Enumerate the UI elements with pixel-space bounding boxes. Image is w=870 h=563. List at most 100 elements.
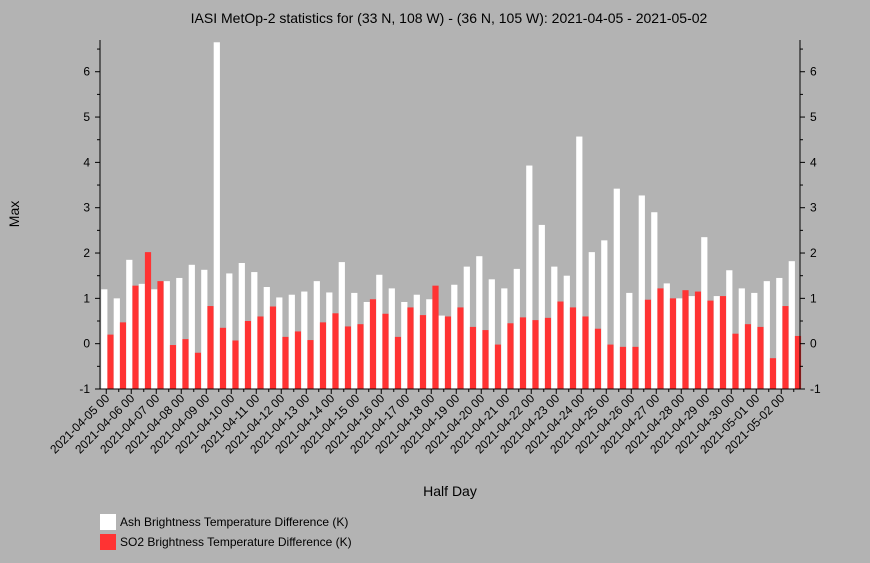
ash-bar [763,281,770,389]
y-tick-label-left: 6 [83,65,90,79]
so2-bar [507,323,514,389]
ash-bar [188,264,195,389]
so2-bar [657,288,664,389]
ash-bar [651,212,658,389]
ash-bar [613,188,620,389]
so2-bar [757,326,764,389]
ash-bar [701,237,708,389]
y-tick-label-right: 4 [810,155,817,169]
so2-bar [644,299,652,389]
ash-bar [626,292,633,389]
ash-bar [151,289,158,389]
ash-bar [513,268,520,389]
ash-bar [688,296,695,389]
so2-bar [457,307,464,389]
ash-bar [588,252,595,389]
legend-item-ash: Ash Brightness Temperature Difference (K… [100,512,352,532]
ash-bar [376,274,383,389]
ash-bar [163,281,170,389]
so2-bar [244,321,252,389]
y-tick-label-left: 0 [83,337,90,351]
so2-bar [444,316,452,389]
ash-bar [501,288,508,389]
y-tick-label-left: 5 [83,110,90,124]
so2-bar [519,317,527,389]
ash-bar [263,287,270,389]
ash-bar [276,297,283,389]
ash-bar [176,277,183,389]
so2-bar [357,324,364,389]
legend-swatch-so2 [100,534,116,550]
ash-bar [426,299,433,389]
so2-bar [432,285,439,389]
ash-bar [413,294,420,389]
ash-bar [201,269,208,389]
legend-item-so2: SO2 Brightness Temperature Difference (K… [100,532,352,552]
so2-bar [182,339,189,389]
ash-bar [738,288,745,389]
so2-bar [207,306,214,389]
y-axis-label: Max [6,201,22,227]
y-tick-label-left: 1 [83,291,90,305]
y-tick-label-right: -1 [810,382,821,396]
so2-bar [132,285,139,389]
so2-bar [157,281,164,389]
ash-bar [326,292,333,389]
so2-bar [669,298,677,389]
so2-bar [307,340,314,389]
y-tick-label-left: 3 [83,201,90,215]
so2-bar [282,336,289,389]
ash-bar [776,277,783,389]
so2-bar [532,320,539,389]
so2-bar [469,326,477,389]
so2-bar [732,333,739,389]
ash-bar [551,266,558,389]
ash-bar [726,270,733,389]
y-tick-label-right: 1 [810,291,817,305]
ash-bar [113,298,120,389]
ash-bar [238,263,245,389]
so2-bar [569,307,577,389]
y-tick-label-right: 3 [810,201,817,215]
so2-bar [557,301,564,389]
ash-bar [713,296,720,389]
ash-bar [451,284,458,389]
y-tick-label-left: -1 [79,382,90,396]
ash-bar [301,291,308,389]
so2-bar [482,330,489,389]
ash-bar [751,292,758,389]
legend-label-so2: SO2 Brightness Temperature Difference (K… [120,535,352,549]
so2-bar [194,352,202,389]
so2-bar [719,296,727,389]
y-tick-label-right: 0 [810,337,817,351]
ash-bar [601,240,608,389]
ash-bar [663,283,670,389]
so2-bar [494,344,502,389]
ash-bar [476,256,483,389]
so2-bar [632,346,639,389]
ash-bar [351,292,358,389]
y-tick-label-right: 5 [810,110,817,124]
so2-bar [169,345,177,389]
ash-bar [638,195,645,389]
ash-bar [251,272,258,389]
so2-bar [319,322,327,389]
so2-bar [382,313,389,389]
ash-bar [101,289,108,389]
ash-bar [526,165,533,389]
so2-bar [219,327,227,389]
ash-bar [538,224,545,389]
ash-bar [138,283,145,389]
so2-bar [794,335,802,389]
so2-bar [419,315,427,389]
so2-bar [344,326,352,389]
so2-bar [407,307,414,389]
y-tick-label-left: 2 [83,246,90,260]
so2-bar [769,358,777,389]
so2-bar [594,328,602,389]
ash-bar [401,301,408,389]
so2-bar [544,317,552,389]
so2-bar [257,316,264,389]
